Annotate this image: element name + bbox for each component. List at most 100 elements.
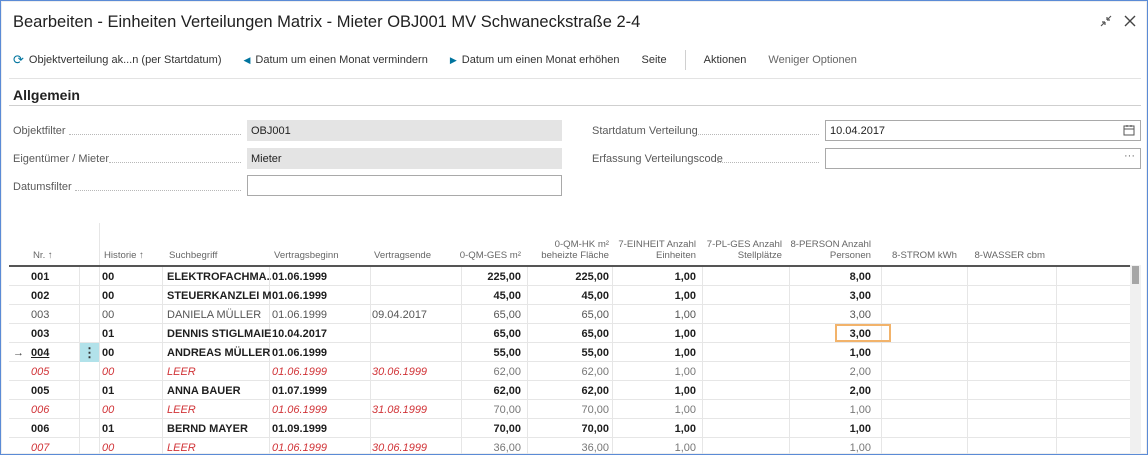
cell-suchbegriff[interactable]: LEER [167, 441, 196, 454]
cell-personen[interactable]: 1,00 [849, 422, 871, 435]
cell-einheiten[interactable]: 1,00 [674, 289, 696, 302]
cell-stellplaetze[interactable] [704, 362, 782, 381]
cell-historie[interactable]: 00 [102, 403, 115, 416]
weniger-optionen-button[interactable]: Weniger Optionen [768, 54, 856, 66]
cell-qm-ges[interactable]: 36,00 [493, 441, 521, 454]
cell-qm-hk[interactable]: 65,00 [581, 327, 609, 340]
cell-vertragsende[interactable]: 30.06.1999 [372, 441, 428, 454]
cell-wasser[interactable] [969, 324, 1045, 343]
cell-strom[interactable] [881, 267, 957, 286]
cell-vertragsbeginn[interactable]: 01.06.1999 [272, 289, 328, 302]
cell-strom[interactable] [881, 381, 957, 400]
col-header-strom[interactable]: 8-STROM kWh [881, 223, 957, 265]
cell-strom[interactable] [881, 438, 957, 454]
col-header-personen[interactable]: 8-PERSON Anzahl Personen [789, 223, 871, 265]
cell-vertragsbeginn[interactable]: 01.06.1999 [272, 365, 328, 378]
cell-nr[interactable]: 006 [31, 403, 50, 416]
table-row[interactable]: 001 00 ELEKTROFACHMA... 01.06.1999 225,00 225… [9, 267, 1131, 286]
cell-vertragsende[interactable] [372, 419, 458, 438]
cell-qm-ges[interactable]: 62,00 [493, 365, 521, 378]
cell-historie[interactable]: 00 [102, 365, 115, 378]
cell-vertragsbeginn[interactable]: 01.06.1999 [272, 403, 328, 416]
table-row[interactable]: 003 01 DENNIS STIGLMAIER 10.04.2017 65,00 65,… [9, 324, 1131, 343]
cell-vertragsbeginn[interactable]: 01.09.1999 [272, 422, 328, 435]
cell-strom[interactable] [881, 286, 957, 305]
cell-personen[interactable]: 1,00 [849, 441, 871, 454]
calendar-icon[interactable] [1123, 124, 1135, 139]
cell-qm-hk[interactable]: 55,00 [581, 346, 609, 359]
cell-historie[interactable]: 01 [102, 384, 115, 397]
cell-einheiten[interactable]: 1,00 [674, 346, 696, 359]
cell-personen[interactable]: 2,00 [849, 365, 871, 378]
cell-personen[interactable]: 3,00 [849, 289, 871, 302]
cell-nr[interactable]: 005 [31, 365, 50, 378]
cell-stellplaetze[interactable] [704, 343, 782, 362]
cell-qm-ges[interactable]: 45,00 [493, 289, 521, 302]
cell-wasser[interactable] [969, 267, 1045, 286]
cell-stellplaetze[interactable] [704, 419, 782, 438]
cell-qm-hk[interactable]: 36,00 [581, 441, 609, 454]
cell-vertragsende[interactable] [372, 381, 458, 400]
cell-wasser[interactable] [969, 286, 1045, 305]
col-header-wasser[interactable]: 8-WASSER cbm [969, 223, 1045, 265]
cell-suchbegriff[interactable]: STEUERKANZLEI M... [167, 289, 271, 302]
datumsfilter-input[interactable] [247, 175, 562, 196]
cell-wasser[interactable] [969, 362, 1045, 381]
cell-qm-hk[interactable]: 70,00 [581, 422, 609, 435]
cell-wasser[interactable] [969, 381, 1045, 400]
cell-vertragsende[interactable]: 31.08.1999 [372, 403, 428, 416]
cell-wasser[interactable] [969, 400, 1045, 419]
cell-personen[interactable]: 1,00 [849, 346, 871, 359]
cell-vertragsende[interactable]: 09.04.2017 [372, 308, 428, 321]
cell-stellplaetze[interactable] [704, 305, 782, 324]
lookup-ellipsis-icon[interactable]: ··· [1124, 150, 1135, 162]
col-header-historie[interactable]: Historie ↑ [104, 223, 164, 265]
cell-historie[interactable]: 01 [102, 327, 115, 340]
table-row[interactable]: 004 00 ANDREAS MÜLLER 01.06.1999 55,00 55,00 1… [9, 343, 1131, 362]
datum-vermindern-action[interactable]: ◀ Datum um einen Monat vermindern [244, 54, 428, 66]
eigentuemer-field[interactable]: Mieter [247, 148, 562, 169]
cell-wasser[interactable] [969, 343, 1045, 362]
cell-suchbegriff[interactable]: BERND MAYER [167, 422, 248, 435]
cell-vertragsende[interactable] [372, 286, 458, 305]
cell-vertragsende[interactable] [372, 267, 458, 286]
erfassung-input[interactable]: ··· [825, 148, 1141, 169]
table-row[interactable]: 007 00 LEER 01.06.1999 30.06.1999 36,00 36,00 1… [9, 438, 1131, 454]
cell-suchbegriff[interactable]: LEER [167, 365, 196, 378]
cell-nr[interactable]: 007 [31, 441, 50, 454]
cell-qm-ges[interactable]: 55,00 [493, 346, 521, 359]
col-header-einheit[interactable]: 7-EINHEIT Anzahl Einheiten [614, 223, 696, 265]
aktionen-menu[interactable]: Aktionen [704, 54, 747, 66]
cell-nr[interactable]: 003 [31, 327, 50, 340]
cell-qm-ges[interactable]: 70,00 [493, 422, 521, 435]
cell-qm-ges[interactable]: 65,00 [493, 327, 521, 340]
cell-vertragsbeginn[interactable]: 10.04.2017 [272, 327, 328, 340]
cell-einheiten[interactable]: 1,00 [674, 308, 696, 321]
table-row[interactable]: 006 01 BERND MAYER 01.09.1999 70,00 70,00 1,00… [9, 419, 1131, 438]
cell-nr[interactable]: 006 [31, 422, 50, 435]
cell-qm-ges[interactable]: 62,00 [493, 384, 521, 397]
cell-einheiten[interactable]: 1,00 [674, 270, 696, 283]
vertical-scrollbar[interactable] [1130, 265, 1141, 454]
cell-qm-hk[interactable]: 70,00 [581, 403, 609, 416]
objektverteilung-action[interactable]: ⟳ Objektverteilung ak...n (per Startdatu… [13, 52, 222, 68]
objektfilter-field[interactable]: OBJ001 [247, 120, 562, 141]
cell-wasser[interactable] [969, 438, 1045, 454]
scrollbar-thumb[interactable] [1132, 266, 1139, 284]
table-row[interactable]: 003 00 DANIELA MÜLLER 01.06.1999 09.04.2017 6… [9, 305, 1131, 324]
cell-suchbegriff[interactable]: ANDREAS MÜLLER [167, 346, 271, 359]
cell-nr[interactable]: 004 [31, 346, 50, 359]
cell-qm-ges[interactable]: 65,00 [493, 308, 521, 321]
cell-historie[interactable]: 00 [102, 441, 115, 454]
col-header-vertragsbeginn[interactable]: Vertragsbeginn [274, 223, 370, 265]
cell-qm-ges[interactable]: 70,00 [493, 403, 521, 416]
cell-stellplaetze[interactable] [704, 286, 782, 305]
cell-einheiten[interactable]: 1,00 [674, 441, 696, 454]
table-row[interactable]: 006 00 LEER 01.06.1999 31.08.1999 70,00 70,00 1… [9, 400, 1131, 419]
seite-menu[interactable]: Seite [642, 54, 667, 66]
col-header-qm-hk[interactable]: 0-QM-HK m² beheizte Fläche [529, 223, 609, 265]
cell-personen[interactable]: 3,00 [849, 308, 871, 321]
cell-personen[interactable]: 8,00 [849, 270, 871, 283]
cell-wasser[interactable] [969, 419, 1045, 438]
close-icon[interactable] [1121, 12, 1139, 30]
